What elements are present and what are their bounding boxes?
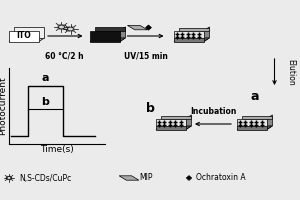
- Polygon shape: [95, 27, 125, 31]
- Text: ITO: ITO: [16, 31, 32, 40]
- Polygon shape: [186, 176, 192, 180]
- Bar: [156, 118, 186, 126]
- Polygon shape: [186, 115, 191, 130]
- Polygon shape: [9, 31, 39, 42]
- Text: b: b: [146, 102, 154, 114]
- Polygon shape: [204, 27, 209, 42]
- Bar: [156, 126, 186, 130]
- Polygon shape: [128, 25, 147, 30]
- X-axis label: Time(s): Time(s): [40, 145, 74, 154]
- Text: Incubation: Incubation: [190, 108, 236, 116]
- Polygon shape: [161, 116, 191, 118]
- Bar: [237, 126, 267, 130]
- Polygon shape: [237, 126, 272, 130]
- Text: Ochratoxin A: Ochratoxin A: [196, 173, 246, 182]
- Bar: [174, 38, 204, 42]
- Y-axis label: Photocurrent: Photocurrent: [0, 77, 8, 135]
- Text: a: a: [251, 90, 259, 102]
- Polygon shape: [119, 176, 139, 180]
- Text: N,S-CDs/CuPc: N,S-CDs/CuPc: [20, 173, 72, 182]
- Text: b: b: [42, 97, 50, 107]
- Text: 60 °C/2 h: 60 °C/2 h: [45, 51, 84, 60]
- Polygon shape: [90, 31, 120, 42]
- Polygon shape: [174, 38, 209, 42]
- Circle shape: [58, 25, 64, 29]
- Polygon shape: [146, 25, 152, 30]
- Polygon shape: [9, 38, 44, 42]
- Text: UV/15 min: UV/15 min: [124, 51, 167, 60]
- Polygon shape: [179, 28, 209, 31]
- Circle shape: [7, 177, 11, 179]
- Polygon shape: [14, 27, 44, 38]
- Circle shape: [68, 27, 73, 31]
- Polygon shape: [156, 126, 191, 130]
- Polygon shape: [90, 38, 125, 42]
- Bar: [237, 118, 267, 126]
- Polygon shape: [242, 116, 272, 118]
- Polygon shape: [120, 27, 125, 42]
- Text: a: a: [42, 73, 49, 83]
- Polygon shape: [267, 115, 272, 130]
- Text: Elution: Elution: [286, 59, 296, 85]
- Text: MIP: MIP: [140, 173, 153, 182]
- Bar: [174, 31, 204, 38]
